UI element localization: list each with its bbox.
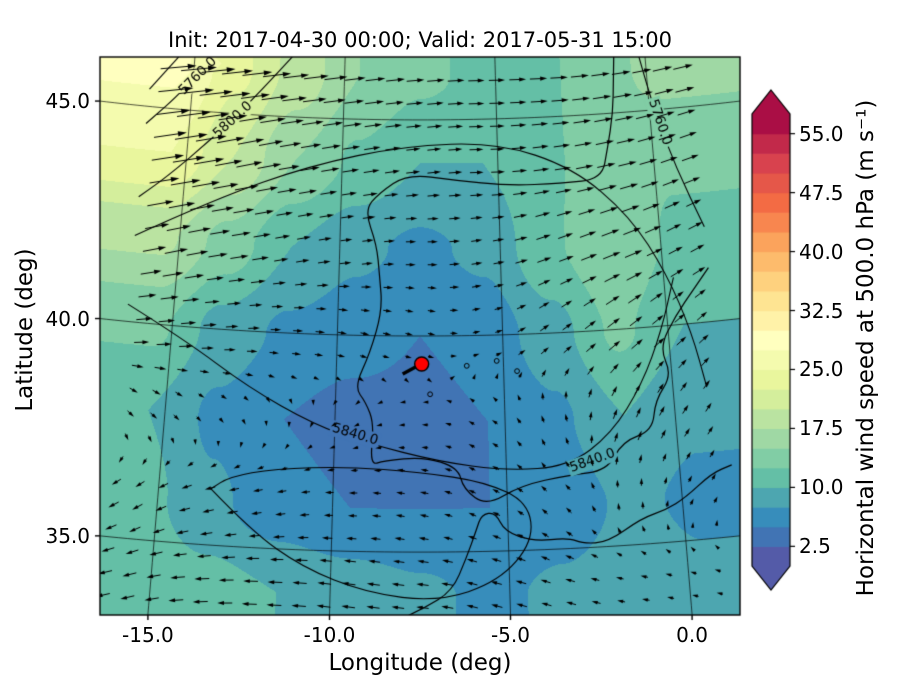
y-tick-label: 45.0 xyxy=(45,89,90,114)
colorbar-tick-label: 40.0 xyxy=(799,239,844,264)
colorbar-tick-label: 55.0 xyxy=(799,121,844,146)
colorbar-label: Horizontal wind speed at 500.0 hPa (m s⁻… xyxy=(853,99,879,597)
colorbar-tick-label: 17.5 xyxy=(799,416,844,441)
x-tick-label: -15.0 xyxy=(122,623,174,647)
x-axis-label: Longitude (deg) xyxy=(328,650,512,676)
x-tick-label: 0.0 xyxy=(676,623,708,647)
y-tick-label: 40.0 xyxy=(45,306,90,331)
colorbar-tick-label: 47.5 xyxy=(799,180,844,205)
x-tick-label: -5.0 xyxy=(490,623,530,647)
y-tick-label: 35.0 xyxy=(45,523,90,548)
x-tick-label: -10.0 xyxy=(303,623,356,647)
colorbar-tick-label: 32.5 xyxy=(799,298,844,323)
colorbar-tick-label: 25.0 xyxy=(799,357,844,382)
colorbar-tick-label: 2.5 xyxy=(799,534,831,559)
colorbar-tick-label: 10.0 xyxy=(799,475,844,500)
plot-title: Init: 2017-04-30 00:00; Valid: 2017-05-3… xyxy=(168,28,672,52)
